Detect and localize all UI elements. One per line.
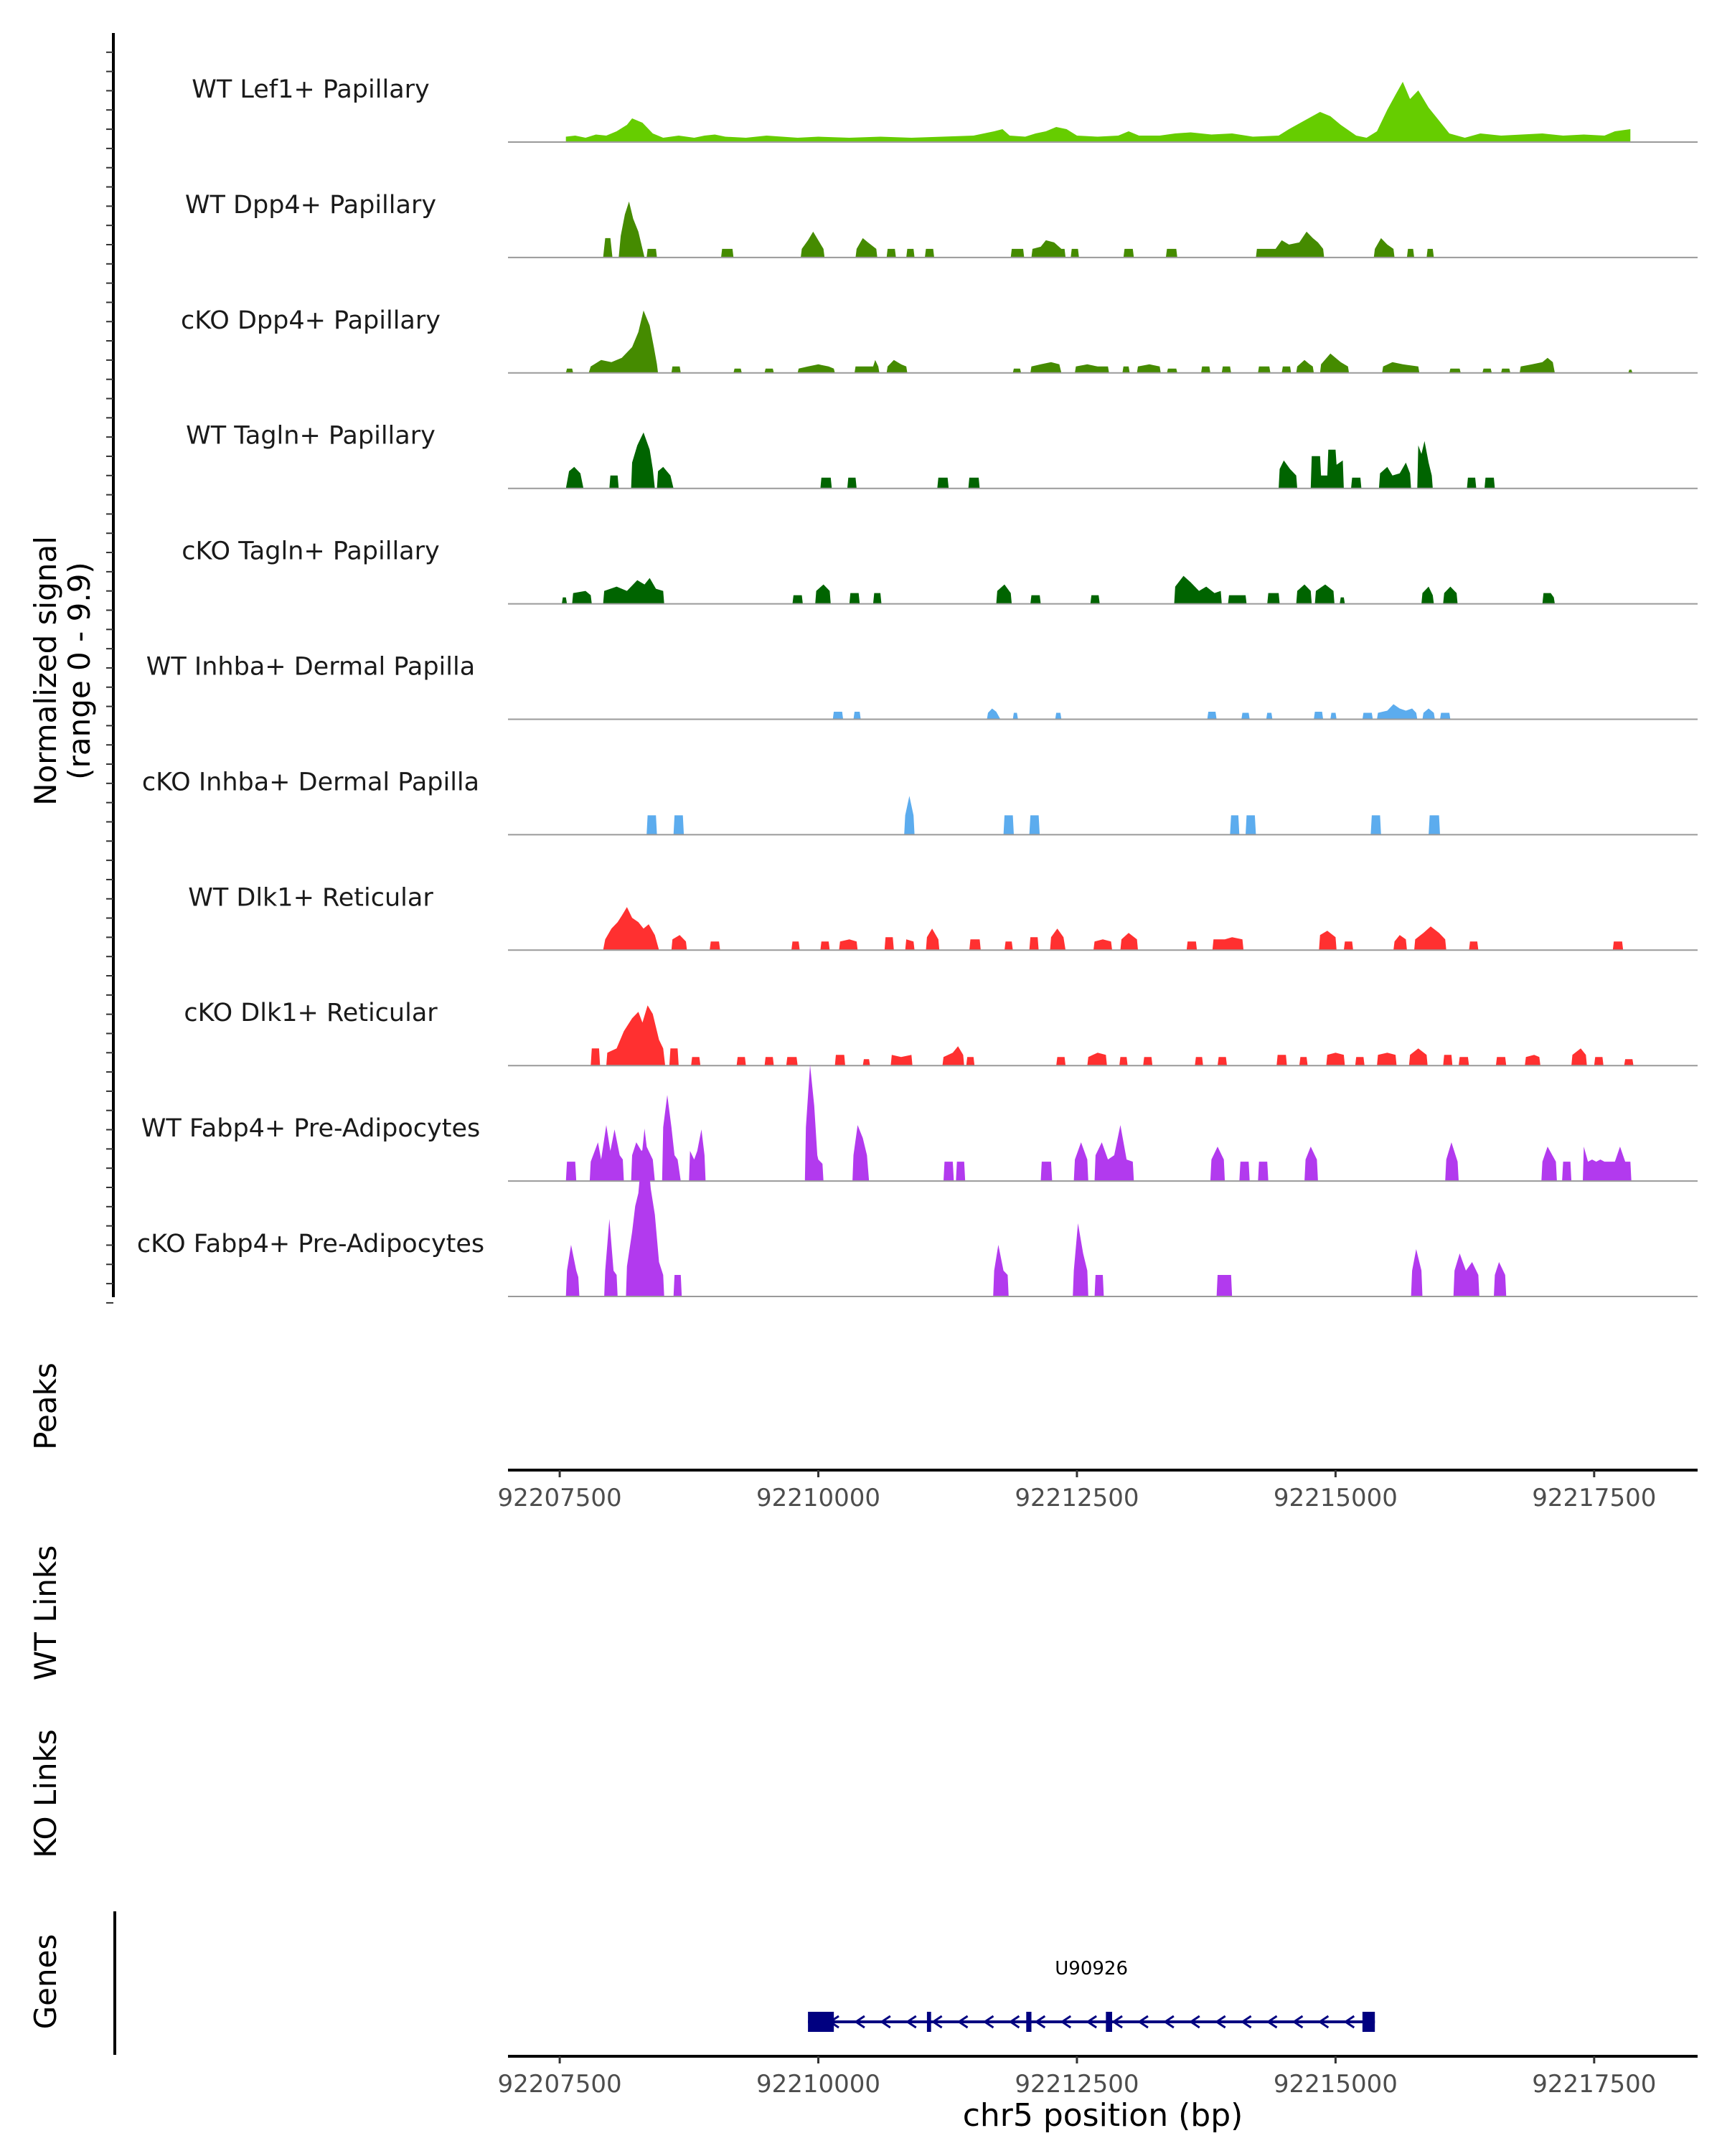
gene-exon-0 [808,2012,834,2032]
gene-strand-arrow-13 [1137,2015,1149,2029]
track-label-3: WT Tagln+ Papillary [186,422,436,451]
track-label-4: cKO Tagln+ Papillary [182,537,440,566]
gene-strand-arrow-10 [1060,2015,1072,2029]
track-5: WT Inhba+ Dermal Papilla [146,653,1698,720]
track-3: WT Tagln+ Papillary [186,422,1698,489]
gene-strand-arrow-7 [982,2015,994,2029]
gene-strand-arrow-11 [1086,2015,1097,2029]
x-axis-title: chr5 position (bp) [963,2097,1243,2134]
track-signal-10 [565,1129,1507,1296]
track-label-10: cKO Fabp4+ Pre-Adipocytes [137,1230,484,1258]
gene-strand-arrow-19 [1292,2015,1304,2029]
track-6: cKO Inhba+ Dermal Papilla [142,768,1698,836]
x-axis-bottom-tick-label-2: 92212500 [1015,2070,1139,2099]
gene-exon-4 [1362,2012,1375,2032]
track-8: cKO Dlk1+ Reticular [184,999,1698,1067]
track-signal-8 [591,1005,1634,1066]
track-2: cKO Dpp4+ Papillary [181,306,1698,374]
peaks-label: Peaks [28,1362,63,1450]
track-1: WT Dpp4+ Papillary [185,191,1698,258]
gene-strand-arrow-5 [931,2015,943,2029]
gene-strand-arrow-4 [905,2015,917,2029]
track-signal-2 [565,310,1633,373]
x-axis-bottom-tick-label-1: 92210000 [756,2070,880,2099]
track-label-7: WT Dlk1+ Reticular [188,883,433,912]
track-signal-0 [565,82,1631,142]
track-label-8: cKO Dlk1+ Reticular [184,999,438,1027]
track-signal-9 [565,1065,1632,1182]
x-axis-bottom-ticks: 92207500 92210000 92212500 92215000 92217500 [498,2056,1656,2099]
x-axis-top-tick-label-0: 92207500 [498,1484,622,1512]
gene-strand-arrow-21 [1343,2015,1355,2029]
track-signal-4 [562,575,1555,604]
gene-strand-arrow-20 [1317,2015,1330,2029]
gene-name: U90926 [1055,1958,1128,1980]
signal-tracks: WT Lef1+ Papillary WT Dpp4+ Papillary cKO … [137,75,1698,1297]
gene-strand-arrow-15 [1189,2015,1200,2029]
track-0: WT Lef1+ Papillary [192,75,1698,143]
track-7: WT Dlk1+ Reticular [188,883,1698,951]
gene-strand-arrow-3 [880,2015,891,2029]
x-axis-top-tick-label-1: 92210000 [756,1484,880,1512]
x-axis-top-tick-label-4: 92217500 [1532,1484,1656,1512]
gene-strand-arrow-6 [956,2015,969,2029]
gene-strand-arrow-12 [1111,2015,1123,2029]
gene-strand-arrow-9 [1034,2015,1046,2029]
gene-exon-2 [1026,2012,1032,2032]
track-signal-5 [832,704,1451,720]
x-axis-bottom-tick-label-3: 92215000 [1274,2070,1398,2099]
x-axis-bottom-tick-label-4: 92217500 [1532,2070,1656,2099]
track-10: cKO Fabp4+ Pre-Adipocytes [137,1129,1698,1297]
y-axis-title: Normalized signal [28,536,63,806]
gene-strand-arrow-16 [1214,2015,1226,2029]
track-label-9: WT Fabp4+ Pre-Adipocytes [141,1114,480,1143]
x-axis-top-ticks: 92207500 92210000 92212500 92215000 92217500 [498,1470,1656,1512]
x-axis-top-tick-label-3: 92215000 [1274,1484,1398,1512]
x-axis-top-tick-label-2: 92212500 [1015,1484,1139,1512]
track-label-2: cKO Dpp4+ Papillary [181,306,441,335]
wt-links-label: WT Links [28,1545,63,1680]
gene-strand-arrow-2 [854,2015,865,2029]
ko-links-label: KO Links [28,1729,63,1858]
gene-strand-arrow-17 [1240,2015,1252,2029]
gene-exon-3 [1106,2012,1112,2032]
track-label-0: WT Lef1+ Papillary [192,75,430,104]
gene-exon-1 [926,2012,931,2032]
x-axis-bottom-tick-label-0: 92207500 [498,2070,622,2099]
track-4: cKO Tagln+ Papillary [182,537,1698,605]
y-axis-range: (range 0 - 9.9) [62,562,97,780]
track-label-1: WT Dpp4+ Papillary [185,191,436,220]
gene-track: U90926 [808,1958,1375,2032]
track-9: WT Fabp4+ Pre-Adipocytes [141,1065,1698,1182]
gene-strand-arrow-8 [1008,2015,1020,2029]
y-axis-ticks [106,51,113,1304]
track-label-5: WT Inhba+ Dermal Papilla [146,653,475,682]
track-label-6: cKO Inhba+ Dermal Papilla [142,768,479,796]
gene-strand-arrow-14 [1163,2015,1175,2029]
track-signal-1 [603,201,1434,258]
track-signal-3 [565,432,1495,489]
genes-label: Genes [28,1934,63,2030]
gene-strand-arrow-18 [1266,2015,1278,2029]
